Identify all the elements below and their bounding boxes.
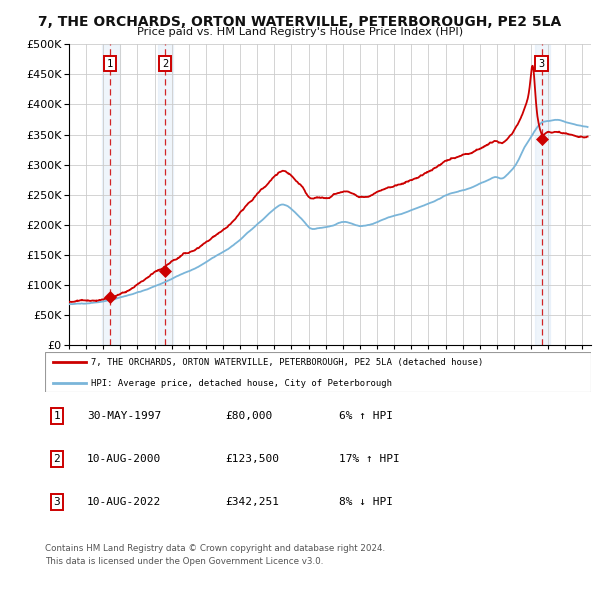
Text: 10-AUG-2022: 10-AUG-2022 <box>87 497 161 507</box>
Text: £342,251: £342,251 <box>225 497 279 507</box>
Text: 1: 1 <box>53 411 61 421</box>
Text: 1: 1 <box>107 58 113 68</box>
Text: 30-MAY-1997: 30-MAY-1997 <box>87 411 161 421</box>
Text: 3: 3 <box>538 58 545 68</box>
Bar <box>535 44 550 345</box>
Text: This data is licensed under the Open Government Licence v3.0.: This data is licensed under the Open Gov… <box>45 558 323 566</box>
Text: 2: 2 <box>53 454 61 464</box>
Text: 7, THE ORCHARDS, ORTON WATERVILLE, PETERBOROUGH, PE2 5LA (detached house): 7, THE ORCHARDS, ORTON WATERVILLE, PETER… <box>91 358 484 367</box>
Text: 10-AUG-2000: 10-AUG-2000 <box>87 454 161 464</box>
Text: HPI: Average price, detached house, City of Peterborough: HPI: Average price, detached house, City… <box>91 379 392 388</box>
Bar <box>101 44 121 345</box>
Text: 17% ↑ HPI: 17% ↑ HPI <box>339 454 400 464</box>
Text: £123,500: £123,500 <box>225 454 279 464</box>
Text: 3: 3 <box>53 497 61 507</box>
Text: Price paid vs. HM Land Registry's House Price Index (HPI): Price paid vs. HM Land Registry's House … <box>137 27 463 37</box>
Text: 6% ↑ HPI: 6% ↑ HPI <box>339 411 393 421</box>
Text: 7, THE ORCHARDS, ORTON WATERVILLE, PETERBOROUGH, PE2 5LA: 7, THE ORCHARDS, ORTON WATERVILLE, PETER… <box>38 15 562 29</box>
Bar <box>158 44 173 345</box>
Text: 8% ↓ HPI: 8% ↓ HPI <box>339 497 393 507</box>
Text: £80,000: £80,000 <box>225 411 272 421</box>
Text: 2: 2 <box>162 58 168 68</box>
Text: Contains HM Land Registry data © Crown copyright and database right 2024.: Contains HM Land Registry data © Crown c… <box>45 545 385 553</box>
FancyBboxPatch shape <box>45 352 591 392</box>
